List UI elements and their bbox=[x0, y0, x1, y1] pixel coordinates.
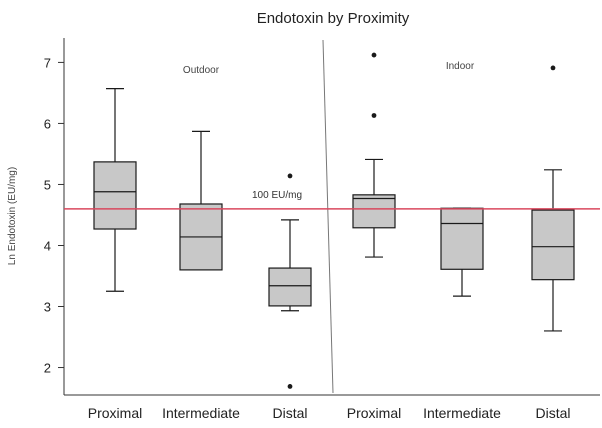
x-tick-label: Intermediate bbox=[162, 405, 240, 421]
outlier-point bbox=[371, 113, 377, 118]
x-tick-label: Proximal bbox=[88, 405, 142, 421]
y-axis-label: Ln Endotoxin (EU/mg) bbox=[7, 167, 18, 265]
x-tick-label: Proximal bbox=[347, 405, 401, 421]
box bbox=[268, 267, 312, 307]
x-tick-label: Distal bbox=[272, 405, 307, 421]
outlier-point bbox=[550, 65, 556, 71]
y-tick-label: 7 bbox=[44, 55, 51, 70]
box bbox=[352, 194, 396, 229]
box bbox=[440, 207, 484, 270]
chart-title: Endotoxin by Proximity bbox=[257, 10, 410, 27]
chart-marks: 2 3 4 5 6 7 Proximal Intermediate Distal Proximal… bbox=[44, 38, 600, 421]
outlier-point bbox=[287, 384, 293, 389]
x-tick-label: Distal bbox=[535, 405, 570, 421]
outlier-point bbox=[371, 52, 377, 58]
x-tick-label: Intermediate bbox=[423, 405, 501, 421]
y-tick-label: 3 bbox=[44, 300, 51, 315]
panel-label-indoor: Indoor bbox=[446, 61, 475, 72]
y-tick-label: 2 bbox=[44, 361, 51, 376]
box bbox=[93, 161, 137, 230]
panel-label-outdoor: Outdoor bbox=[183, 65, 220, 76]
panel-divider bbox=[322, 39, 334, 394]
y-tick-label: 5 bbox=[44, 177, 51, 192]
reference-line-label: 100 EU/mg bbox=[252, 190, 302, 201]
y-tick-label: 6 bbox=[44, 116, 51, 131]
box bbox=[531, 209, 575, 281]
outlier-point bbox=[287, 173, 293, 179]
y-tick-label: 4 bbox=[44, 238, 51, 253]
